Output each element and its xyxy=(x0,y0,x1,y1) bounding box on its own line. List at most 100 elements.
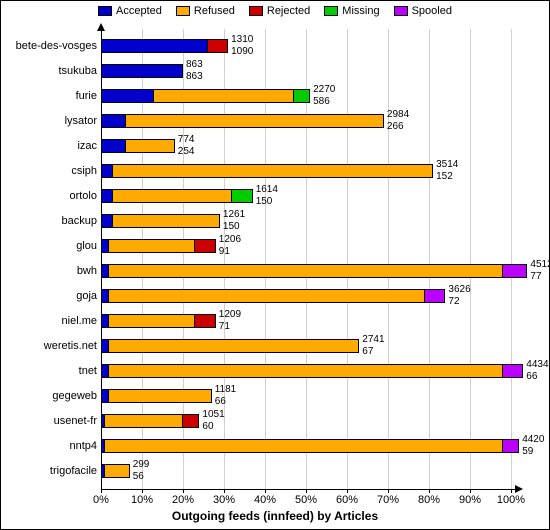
category-label: lysator xyxy=(65,115,101,127)
legend-label: Accepted xyxy=(116,5,162,17)
rejected-segment xyxy=(183,414,199,428)
bar-row: tsukuba863863 xyxy=(101,58,511,83)
value-total: 4512 xyxy=(530,260,550,270)
value-total: 3626 xyxy=(448,285,470,295)
bar-stack xyxy=(101,289,445,303)
x-axis-arrow xyxy=(515,485,523,493)
refused-segment xyxy=(109,289,425,303)
value-total: 1261 xyxy=(223,210,245,220)
x-tick xyxy=(306,489,307,493)
category-label: trigofacile xyxy=(50,465,101,477)
value-total: 1614 xyxy=(256,185,278,195)
accepted-segment xyxy=(101,114,126,128)
bar-stack xyxy=(101,164,433,178)
accepted-segment xyxy=(101,314,109,328)
refused-segment xyxy=(109,264,503,278)
refused-segment xyxy=(109,364,503,378)
accepted-segment xyxy=(101,364,109,378)
x-tick-label: 30% xyxy=(213,494,235,506)
category-label: tsukuba xyxy=(58,65,101,77)
refused-segment xyxy=(126,114,384,128)
category-label: csiph xyxy=(71,165,101,177)
value-accepted: 71 xyxy=(219,322,230,332)
accepted-segment xyxy=(101,389,109,403)
value-accepted: 66 xyxy=(215,397,226,407)
y-axis-arrow xyxy=(97,23,105,31)
value-total: 2984 xyxy=(387,110,409,120)
refused-segment xyxy=(126,139,175,153)
x-tick xyxy=(142,489,143,493)
bar-row: lysator2984266 xyxy=(101,108,511,133)
missing-swatch xyxy=(324,6,338,16)
bar-stack xyxy=(101,414,199,428)
bar-stack xyxy=(101,214,220,228)
bar-row: weretis.net274167 xyxy=(101,333,511,358)
refused-segment xyxy=(109,389,212,403)
bar-row: bwh451277 xyxy=(101,258,511,283)
x-tick-label: 100% xyxy=(497,494,525,506)
bar-row: backup1261150 xyxy=(101,208,511,233)
bar-stack xyxy=(101,339,359,353)
accepted-segment xyxy=(101,164,113,178)
bar-row: ortolo1614150 xyxy=(101,183,511,208)
bar-stack xyxy=(101,39,228,53)
category-label: weretis.net xyxy=(44,340,101,352)
bar-row: gegeweb118166 xyxy=(101,383,511,408)
value-accepted: 60 xyxy=(202,422,213,432)
spooled-segment xyxy=(503,264,528,278)
accepted-segment xyxy=(101,214,113,228)
bar-row: goja362672 xyxy=(101,283,511,308)
value-accepted: 66 xyxy=(526,372,537,382)
value-total: 1051 xyxy=(202,410,224,420)
bar-row: izac774254 xyxy=(101,133,511,158)
value-accepted: 150 xyxy=(223,222,240,232)
x-tick-label: 20% xyxy=(172,494,194,506)
spooled-segment xyxy=(425,289,446,303)
accepted-segment xyxy=(101,189,113,203)
bar-stack xyxy=(101,364,523,378)
x-tick-label: 50% xyxy=(295,494,317,506)
x-tick-label: 40% xyxy=(254,494,276,506)
value-accepted: 59 xyxy=(522,447,533,457)
spooled-segment xyxy=(503,439,519,453)
refused-segment xyxy=(105,464,130,478)
bar-stack xyxy=(101,114,384,128)
refused-segment xyxy=(109,239,195,253)
x-tick xyxy=(429,489,430,493)
x-tick-label: 80% xyxy=(418,494,440,506)
bar-row: tnet443466 xyxy=(101,358,511,383)
missing-segment xyxy=(232,189,253,203)
bar-stack xyxy=(101,439,519,453)
x-tick xyxy=(265,489,266,493)
accepted-segment xyxy=(101,139,126,153)
value-total: 774 xyxy=(178,135,195,145)
rejected-segment xyxy=(195,314,216,328)
bar-row: csiph3514152 xyxy=(101,158,511,183)
value-accepted: 863 xyxy=(186,72,203,82)
category-label: izac xyxy=(77,140,101,152)
x-tick-label: 0% xyxy=(93,494,109,506)
category-label: glou xyxy=(76,240,101,252)
value-accepted: 77 xyxy=(530,272,541,282)
accepted-swatch xyxy=(98,6,112,16)
x-tick xyxy=(388,489,389,493)
plot-area: bete-des-vosges13101090tsukuba863863furi… xyxy=(101,29,511,489)
accepted-segment xyxy=(101,89,154,103)
value-accepted: 1090 xyxy=(231,47,253,57)
gridline xyxy=(511,29,512,489)
bar-row: usenet-fr105160 xyxy=(101,408,511,433)
value-total: 1310 xyxy=(231,35,253,45)
missing-segment xyxy=(294,89,310,103)
x-tick-label: 90% xyxy=(459,494,481,506)
value-total: 299 xyxy=(133,460,150,470)
x-tick-label: 60% xyxy=(336,494,358,506)
value-total: 1209 xyxy=(219,310,241,320)
rejected-segment xyxy=(195,239,216,253)
bar-stack xyxy=(101,189,253,203)
y-axis xyxy=(101,29,102,493)
value-total: 4420 xyxy=(522,435,544,445)
x-tick xyxy=(224,489,225,493)
value-accepted: 91 xyxy=(219,247,230,257)
bar-stack xyxy=(101,239,216,253)
legend: AcceptedRefusedRejectedMissingSpooled xyxy=(1,5,549,17)
